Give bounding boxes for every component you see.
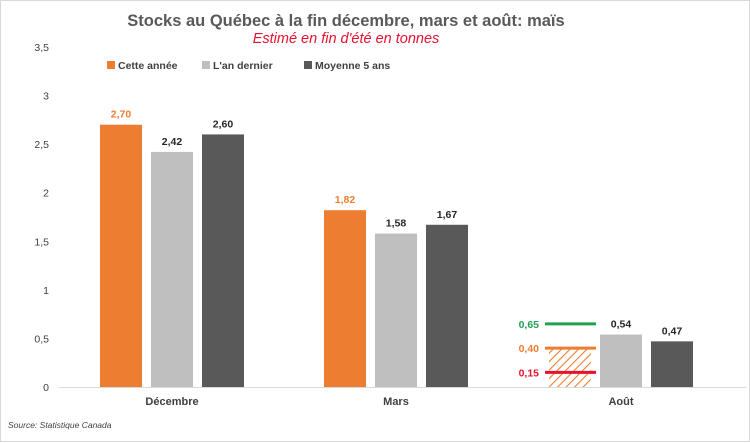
- y-axis: 0 0,5 1 1,5 2 2,5 3 3,5: [34, 42, 746, 394]
- data-label: 2,70: [111, 109, 132, 121]
- x-tick-label: Mars: [383, 396, 409, 408]
- bar: [100, 124, 142, 387]
- source-note: Source: Statistique Canada: [8, 420, 112, 430]
- legend-label: L'an dernier: [213, 60, 273, 72]
- legend-label: Cette année: [118, 60, 178, 72]
- y-tick-label: 3,5: [34, 42, 49, 54]
- bar: [651, 341, 693, 387]
- y-tick-label: 1,5: [34, 236, 49, 248]
- legend-swatch: [304, 61, 312, 69]
- data-label: 1,67: [437, 209, 458, 221]
- estimate-hatched-bar: [549, 348, 591, 387]
- legend-swatch: [107, 61, 115, 69]
- y-tick-label: 1: [43, 285, 49, 297]
- y-tick-label: 2: [43, 188, 49, 200]
- bar: [324, 210, 366, 387]
- bar: [375, 233, 417, 387]
- x-tick-label: Décembre: [145, 396, 198, 408]
- legend-label: Moyenne 5 ans: [315, 60, 390, 72]
- estimate-markers: 0,65 0,40 0,15: [519, 319, 596, 387]
- x-tick-label: Août: [608, 396, 633, 408]
- chart-subtitle: Estimé en fin d'été en tonnes: [253, 31, 440, 47]
- data-label: 0,47: [662, 325, 683, 337]
- data-label: 1,58: [386, 218, 407, 230]
- estimate-label: 0,65: [519, 319, 540, 331]
- chart-title: Stocks au Québec à la fin décembre, mars…: [127, 12, 564, 30]
- bar: [426, 224, 468, 387]
- data-label: 2,60: [213, 118, 234, 130]
- legend-swatch: [202, 61, 210, 69]
- y-tick-label: 3: [43, 91, 49, 103]
- data-label: 2,42: [162, 136, 183, 148]
- estimate-label: 0,15: [519, 367, 540, 379]
- data-label: 1,82: [335, 194, 356, 206]
- y-tick-label: 0: [43, 382, 49, 394]
- y-tick-label: 2,5: [34, 139, 49, 151]
- bar: [202, 134, 244, 387]
- data-label: 0,54: [611, 319, 632, 331]
- estimate-label: 0,40: [519, 343, 540, 355]
- bars: 2,70 2,42 2,60 Décembre 1,82 1,58 1,67 Mars 0,54…: [100, 109, 693, 408]
- legend: Cette année L'an dernier Moyenne 5 ans: [107, 60, 390, 72]
- y-tick-label: 0,5: [34, 333, 49, 345]
- bar: [151, 151, 193, 387]
- bar: [600, 334, 642, 387]
